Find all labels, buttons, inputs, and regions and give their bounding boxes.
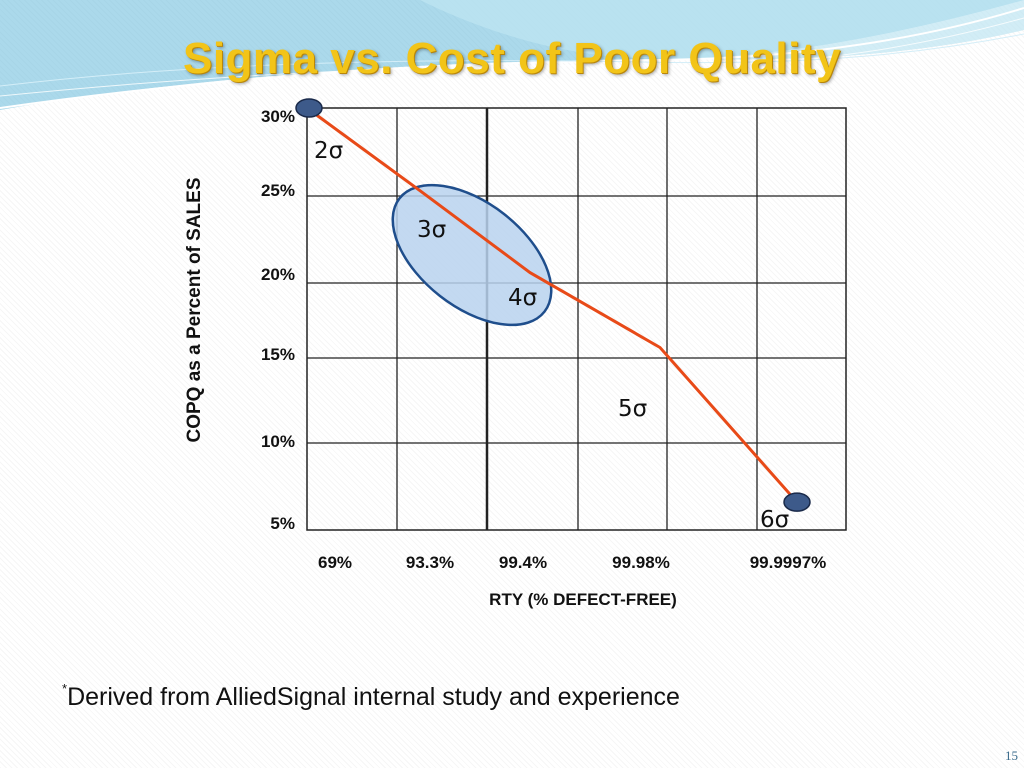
- plot-frame: [306, 107, 847, 531]
- header-wave-line-1: [0, 7, 1024, 109]
- y-tick-label: 10%: [261, 432, 295, 451]
- footnote-marker: *: [62, 681, 68, 696]
- x-tick-label: 93.3%: [406, 553, 454, 572]
- x-axis-title: RTY (% DEFECT-FREE): [489, 590, 677, 609]
- sigma-annotations: 2σ 3σ 4σ 5σ 6σ: [314, 138, 789, 533]
- data-point-endpoint: [783, 492, 811, 512]
- sigma-annotation: 4σ: [508, 285, 537, 311]
- header-wave-decoration: [0, 0, 1024, 110]
- y-tick-label: 25%: [261, 181, 295, 200]
- y-tick-label: 30%: [261, 107, 295, 126]
- y-tick-label: 20%: [261, 265, 295, 284]
- highlight-ellipse: [391, 183, 553, 327]
- y-tick-labels: 30% 25% 20% 15% 10% 5%: [261, 107, 295, 533]
- data-points: [295, 98, 811, 512]
- header-wave-light: [420, 0, 1024, 60]
- sigma-annotation: 5σ: [618, 396, 647, 422]
- data-point-endpoint: [295, 98, 323, 118]
- header-wave-line-2: [0, 17, 1024, 97]
- x-tick-labels: 69% 93.3% 99.4% 99.98% 99.9997%: [318, 553, 826, 572]
- sigma-annotation: 6σ: [760, 507, 789, 533]
- x-tick-label: 99.4%: [499, 553, 547, 572]
- header-wave-line-3: [0, 33, 1024, 87]
- footnote: *Derived from AlliedSignal internal stud…: [62, 681, 680, 712]
- x-tick-label: 69%: [318, 553, 352, 572]
- footnote-text: Derived from AlliedSignal internal study…: [67, 683, 680, 711]
- sigma-annotation: 2σ: [314, 138, 343, 164]
- x-tick-label: 99.98%: [612, 553, 670, 572]
- sigma-annotation: 3σ: [417, 217, 446, 243]
- x-tick-label: 99.9997%: [750, 553, 827, 572]
- series-line: [306, 106, 799, 504]
- y-axis-title: COPQ as a Percent of SALES: [184, 177, 205, 442]
- y-tick-label: 5%: [270, 514, 295, 533]
- y-tick-label: 15%: [261, 345, 295, 364]
- slide-title: Sigma vs. Cost of Poor Quality: [182, 34, 841, 83]
- page-number: 15: [1005, 748, 1018, 763]
